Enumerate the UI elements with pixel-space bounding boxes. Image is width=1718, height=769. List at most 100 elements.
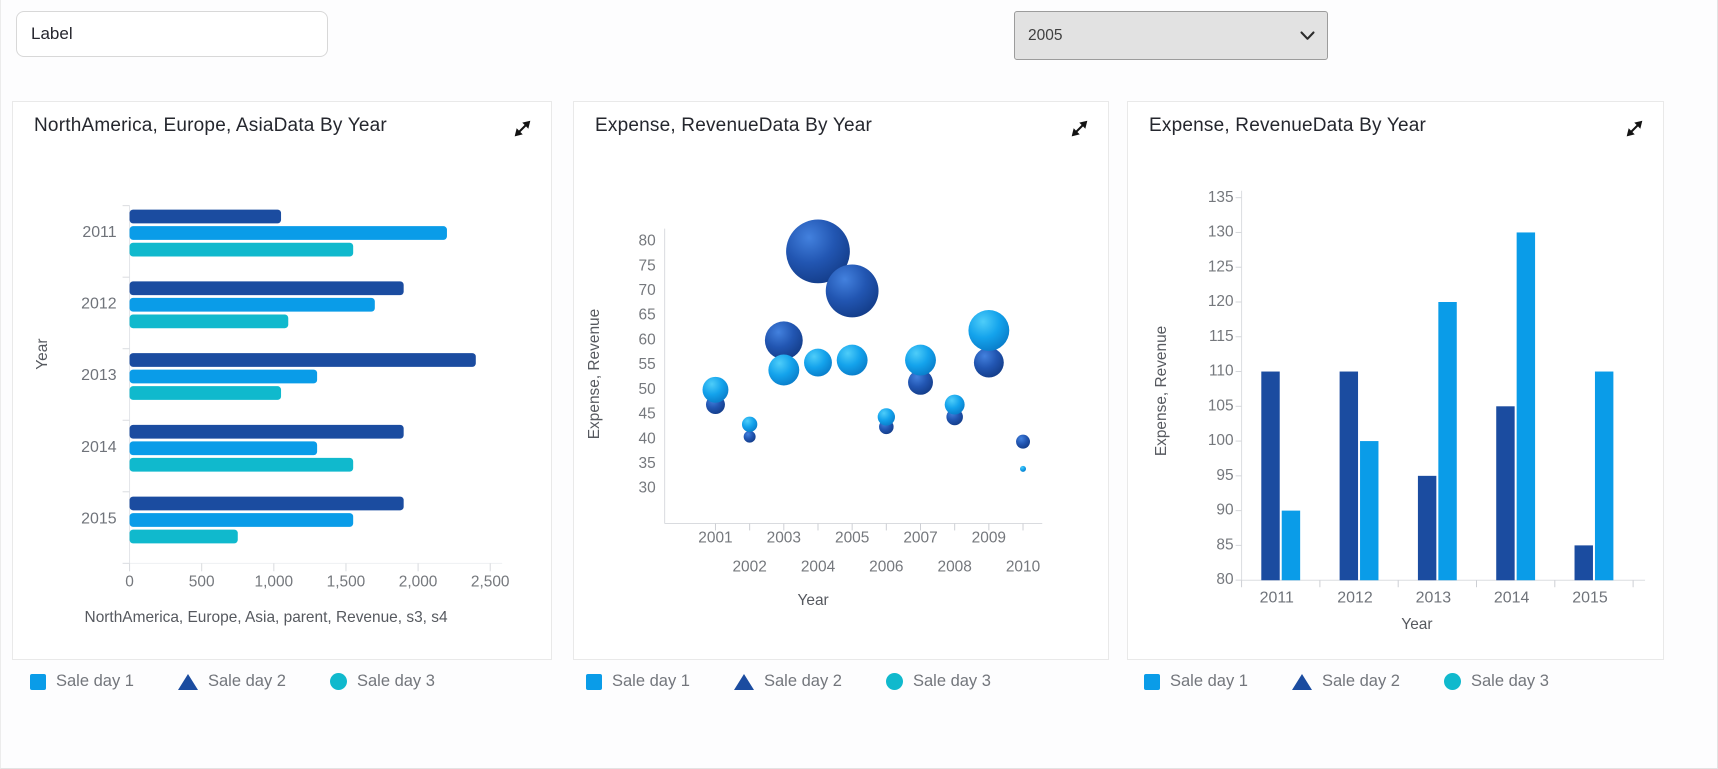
- svg-text:2008: 2008: [938, 558, 972, 575]
- svg-text:95: 95: [1216, 467, 1233, 484]
- svg-text:100: 100: [1208, 432, 1234, 449]
- svg-text:2003: 2003: [767, 529, 801, 546]
- svg-text:2013: 2013: [1416, 589, 1452, 606]
- legend-item-sale-day-1[interactable]: Sale day 1: [586, 672, 690, 691]
- svg-text:2014: 2014: [81, 439, 117, 456]
- svg-text:Year: Year: [1401, 616, 1432, 633]
- svg-text:2005: 2005: [835, 529, 869, 546]
- legend-item-sale-day-2[interactable]: Sale day 2: [177, 672, 286, 691]
- svg-text:2015: 2015: [81, 511, 117, 528]
- svg-text:60: 60: [639, 331, 656, 348]
- svg-text:2015: 2015: [1572, 589, 1608, 606]
- svg-text:2014: 2014: [1494, 589, 1530, 606]
- legend-item-sale-day-3[interactable]: Sale day 3: [329, 672, 435, 691]
- legend-row-1: Sale day 1 Sale day 2 Sale day 3: [30, 672, 435, 691]
- label-input[interactable]: [16, 11, 328, 57]
- svg-text:35: 35: [639, 455, 656, 472]
- legend-item-sale-day-1[interactable]: Sale day 1: [30, 672, 134, 691]
- svg-text:2012: 2012: [1337, 589, 1373, 606]
- svg-text:2006: 2006: [869, 558, 903, 575]
- svg-text:65: 65: [639, 307, 656, 324]
- svg-text:50: 50: [639, 381, 656, 398]
- svg-text:500: 500: [189, 573, 215, 590]
- svg-text:40: 40: [639, 430, 656, 447]
- legend-item-label: Sale day 1: [1170, 672, 1248, 690]
- legend-item-sale-day-1[interactable]: Sale day 1: [1144, 672, 1248, 691]
- triangle-marker-icon: [1291, 673, 1312, 690]
- legend-item-label: Sale day 2: [1321, 672, 1400, 690]
- svg-text:Year: Year: [34, 338, 51, 369]
- circle-marker-icon: [1443, 673, 1461, 690]
- svg-text:1,500: 1,500: [327, 573, 366, 590]
- svg-text:75: 75: [639, 257, 656, 274]
- panel-bubble: 80 75 70 65 60 55 50 45 40 35 30 2001 2002 2003 2004 20…: [573, 101, 1109, 660]
- panel-bar-horizontal: 0 500 1,000 1,500 2,000 2,500 2011 2012 2013 2014…: [12, 101, 552, 660]
- svg-text:85: 85: [1216, 536, 1233, 553]
- svg-text:2002: 2002: [732, 558, 766, 575]
- circle-marker-icon: [329, 673, 347, 690]
- panel-bar-vertical: 135 130 125 120 115 110 105 100 95 90 85 80 2011 2012…: [1127, 101, 1664, 660]
- svg-text:Year: Year: [798, 592, 829, 609]
- svg-text:70: 70: [639, 282, 656, 299]
- legend-item-label: Sale day 3: [912, 672, 991, 690]
- square-marker-icon: [30, 673, 46, 690]
- svg-text:2012: 2012: [81, 295, 117, 312]
- svg-text:80: 80: [639, 233, 656, 250]
- legend-item-label: Sale day 2: [207, 672, 286, 690]
- svg-text:2010: 2010: [1006, 558, 1040, 575]
- svg-text:2011: 2011: [1260, 589, 1294, 606]
- svg-text:135: 135: [1208, 189, 1234, 206]
- svg-text:80: 80: [1216, 571, 1233, 588]
- year-select[interactable]: 2005: [1014, 11, 1328, 60]
- triangle-marker-icon: [733, 673, 754, 690]
- svg-text:2013: 2013: [81, 367, 117, 384]
- legend-item-label: Sale day 3: [1470, 672, 1549, 690]
- svg-text:55: 55: [639, 356, 656, 373]
- panel-title: NorthAmerica, Europe, AsiaData By Year: [34, 115, 387, 136]
- legend-item-label: Sale day 3: [356, 672, 435, 690]
- legend-item-sale-day-3[interactable]: Sale day 3: [1443, 672, 1549, 691]
- legend-row-2: Sale day 1 Sale day 2 Sale day 3: [586, 672, 991, 691]
- svg-text:125: 125: [1208, 258, 1234, 275]
- expand-icon[interactable]: [507, 114, 537, 144]
- svg-text:Expense, Revenue: Expense, Revenue: [586, 309, 603, 439]
- svg-text:2,000: 2,000: [399, 573, 438, 590]
- triangle-marker-icon: [177, 673, 198, 690]
- legend-item-sale-day-2[interactable]: Sale day 2: [1291, 672, 1400, 691]
- svg-text:120: 120: [1208, 293, 1234, 310]
- svg-text:105: 105: [1208, 397, 1234, 414]
- svg-text:30: 30: [639, 480, 656, 497]
- square-marker-icon: [586, 673, 602, 690]
- hbar-chart: 0 500 1,000 1,500 2,000 2,500 2011 2012 2013 2014…: [34, 205, 510, 626]
- svg-text:2011: 2011: [82, 224, 116, 241]
- svg-text:130: 130: [1208, 224, 1234, 241]
- vbar-chart: 135 130 125 120 115 110 105 100 95 90 85 80 2011 2012…: [1153, 189, 1646, 633]
- expand-icon[interactable]: [1619, 114, 1649, 144]
- legend-item-sale-day-2[interactable]: Sale day 2: [733, 672, 842, 691]
- svg-text:Expense, Revenue: Expense, Revenue: [1153, 326, 1170, 456]
- svg-text:2009: 2009: [972, 529, 1006, 546]
- panel-title: Expense, RevenueData By Year: [595, 115, 873, 136]
- square-marker-icon: [1144, 673, 1160, 690]
- svg-text:NorthAmerica, Europe, Asia, pa: NorthAmerica, Europe, Asia, parent, Reve…: [85, 609, 448, 626]
- svg-text:90: 90: [1216, 502, 1233, 519]
- svg-text:0: 0: [125, 573, 134, 590]
- svg-text:2001: 2001: [698, 529, 732, 546]
- legend-item-label: Sale day 2: [763, 672, 842, 690]
- svg-text:1,000: 1,000: [255, 573, 294, 590]
- year-select-wrap: 2005: [1014, 11, 1328, 60]
- legend-item-sale-day-3[interactable]: Sale day 3: [885, 672, 991, 691]
- svg-text:110: 110: [1209, 363, 1234, 380]
- legend-row-3: Sale day 1 Sale day 2 Sale day 3: [1144, 672, 1549, 691]
- circle-marker-icon: [885, 673, 903, 690]
- expand-icon[interactable]: [1064, 114, 1094, 144]
- svg-text:45: 45: [639, 406, 656, 423]
- legend-item-label: Sale day 1: [56, 672, 134, 690]
- svg-text:2004: 2004: [801, 558, 836, 575]
- legend-item-label: Sale day 1: [612, 672, 690, 690]
- svg-text:2007: 2007: [903, 529, 937, 546]
- svg-text:2,500: 2,500: [471, 573, 510, 590]
- panel-title: Expense, RevenueData By Year: [1149, 115, 1427, 136]
